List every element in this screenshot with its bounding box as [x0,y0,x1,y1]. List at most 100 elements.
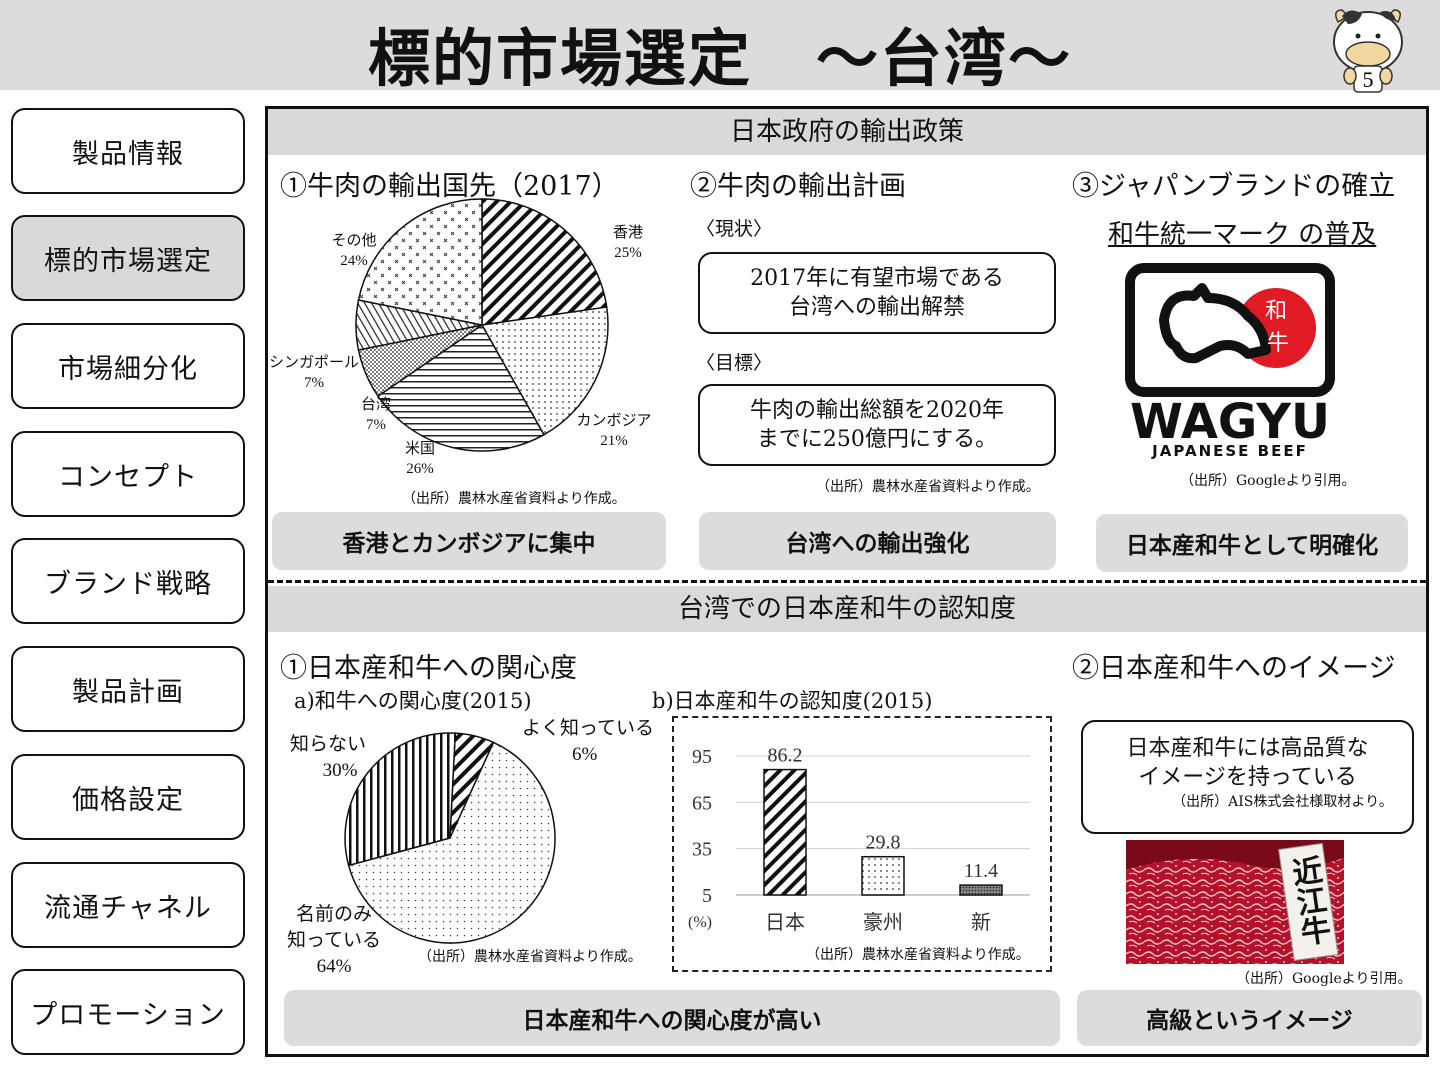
pie-slice-label: 米国 [405,440,435,457]
wagyu-mark-subheading: 和牛統一マーク の普及 [1108,220,1377,250]
goal-box: 牛肉の輸出総額を2020年 までに250億円にする。 [698,384,1056,466]
logo-kanji-gyu: 牛 [1267,331,1289,356]
image-quote-box: 日本産和牛には高品質な イメージを持っている （出所）AIS株式会社様取材より。 [1081,720,1414,834]
pie-slice-0 [481,198,608,326]
sidebar-item-label: 市場細分化 [58,353,198,385]
sidebar-item-label: プロモーション [30,999,226,1031]
x-category-label: 日本 [765,911,805,934]
y-tick-label: 95 [692,746,712,768]
logo-wagyu-text: WAGYU [1130,394,1330,450]
interest-pie-subheading: a)和牛への関心度(2015) [294,689,532,713]
section-band-top: 日本政府の輸出政策 [268,109,1426,155]
bar-value-label: 29.8 [866,832,901,854]
pie-slice-label: 知っている [287,929,381,951]
current-status-box: 2017年に有望市場である 台湾への輸出解禁 [698,252,1056,334]
goal-label: 〈目標〉 [696,352,773,374]
conclusion-image: 高級というイメージ [1077,990,1422,1046]
sidebar-item-product-plan[interactable]: 製品計画 [11,646,245,732]
pie-slice-label: 香港 [613,224,643,241]
pie-slice-value: 6% [572,744,598,765]
pie-slice-label: よく知っている [522,717,654,739]
cow-mascot-icon: 5 [1333,9,1403,93]
sidebar-item-label: コンセプト [58,461,198,493]
sidebar-item-label: ブランド戦略 [44,568,212,600]
export-destinations-pie-chart: 香港 25% カンボジア 21% 米国 26% 台湾 7% シンガポール 7% その他 24% [269,198,652,477]
sidebar-item-pricing[interactable]: 価格設定 [11,754,245,840]
section-divider [268,580,1426,583]
current-status-label: 〈現状〉 [696,218,773,240]
pie-slice-label: シンガポール [269,354,359,371]
bar-1 [861,855,905,896]
pie-slice-label: その他 [331,232,376,249]
pie-slice-2 [344,732,457,867]
interest-source: （出所）農林水産省資料より作成。 [418,949,642,965]
wagyu-logo: 和 牛 WAGYU JAPANESE BEEF [1125,263,1335,460]
page-title: 標的市場選定 ～台湾～ [367,22,1072,95]
conclusion-japan-brand: 日本産和牛として明確化 [1096,514,1408,572]
pie-slice-label: 名前のみ [296,903,372,925]
pie-slice-value: 21% [600,433,628,449]
export-plan-source: （出所）農林水産省資料より作成。 [816,479,1040,495]
sidebar-item-label: 標的市場選定 [44,245,212,277]
y-tick-label: 5 [702,885,712,907]
y-tick-label: 35 [692,839,712,861]
sidebar-item-label: 製品計画 [72,676,184,708]
x-category-label: 新 [971,911,991,934]
goal-line-2: までに250億円にする。 [756,427,998,452]
pie-slice-1 [347,741,556,944]
sidebar-item-label: 流通チャネル [44,892,212,924]
section-band-bottom: 台湾での日本産和牛の認知度 [268,586,1426,632]
conclusion-export-destinations: 香港とカンボジアに集中 [272,512,666,570]
conclusion-interest: 日本産和牛への関心度が高い [284,990,1060,1046]
image-heading: ②日本産和牛へのイメージ [1072,653,1396,684]
goal-line-1: 牛肉の輸出総額を2020年 [750,398,1004,423]
logo-japanese-beef-text: JAPANESE BEEF [1151,442,1308,460]
export-destinations-heading: ①牛肉の輸出国先（2017） [280,171,619,202]
sidebar-item-brand-strategy[interactable]: ブランド戦略 [11,538,245,624]
header-band [0,0,1440,90]
omi-beef-photo: 近江牛 [1126,840,1344,964]
current-status-line-1: 2017年に有望市場である [750,266,1004,291]
pie-slice-value: 26% [406,461,434,477]
x-category-label: 豪州 [863,911,903,934]
logo-kanji-wa: 和 [1265,299,1287,324]
japan-brand-heading: ③ジャパンブランドの確立 [1072,171,1396,202]
sidebar-item-target-market[interactable]: 標的市場選定 [11,215,245,301]
sidebar-item-promotion[interactable]: プロモーション [11,969,245,1055]
pie-slice-2 [376,323,545,452]
pie-slice-5 [357,198,483,326]
sidebar-item-segmentation[interactable]: 市場細分化 [11,323,245,409]
pie-slice-value: 64% [317,956,352,977]
pie-slice-label: カンボジア [576,412,651,429]
bar-0 [763,768,807,896]
sidebar-item-distribution[interactable]: 流通チャネル [11,862,245,948]
awareness-chart-frame [672,716,1052,972]
awareness-bar-chart: 95 65 35 5 86.2 日本 29.8 豪州 11.4 新 (%) [688,745,1030,934]
export-destinations-source: （出所）農林水産省資料より作成。 [402,491,626,507]
awareness-source: （出所）農林水産省資料より作成。 [806,947,1030,963]
sidebar-item-product-info[interactable]: 製品情報 [11,108,245,194]
sidebar-item-concept[interactable]: コンセプト [11,431,245,517]
pie-slice-label: 台湾 [361,396,391,413]
page-number: 5 [1363,67,1374,92]
export-plan-heading: ②牛肉の輸出計画 [690,171,906,202]
sidebar-item-label: 製品情報 [72,138,184,170]
conclusion-export-plan: 台湾への輸出強化 [699,512,1056,570]
pie-slice-value: 25% [614,245,642,261]
bar-value-label: 86.2 [768,745,803,767]
bar-2 [959,884,1003,896]
awareness-bar-subheading: b)日本産和牛の認知度(2015) [652,689,933,713]
pie-slice-1 [480,306,609,436]
pie-slice-value: 7% [366,417,386,433]
pie-slice-value: 24% [340,253,368,269]
image-quote-source: （出所）AIS株式会社様取材より。 [1172,794,1393,810]
omi-beef-source: （出所）Googleより引用。 [1236,971,1412,987]
y-unit-label: (%) [688,914,712,931]
y-tick-label: 65 [692,792,712,814]
wagyu-logo-source: （出所）Googleより引用。 [1180,473,1356,489]
bar-value-label: 11.4 [964,860,998,882]
pie-slice-label: 知らない [290,733,366,755]
image-quote-line-1: 日本産和牛には高品質な [1126,736,1369,761]
main-frame [265,106,1429,1057]
